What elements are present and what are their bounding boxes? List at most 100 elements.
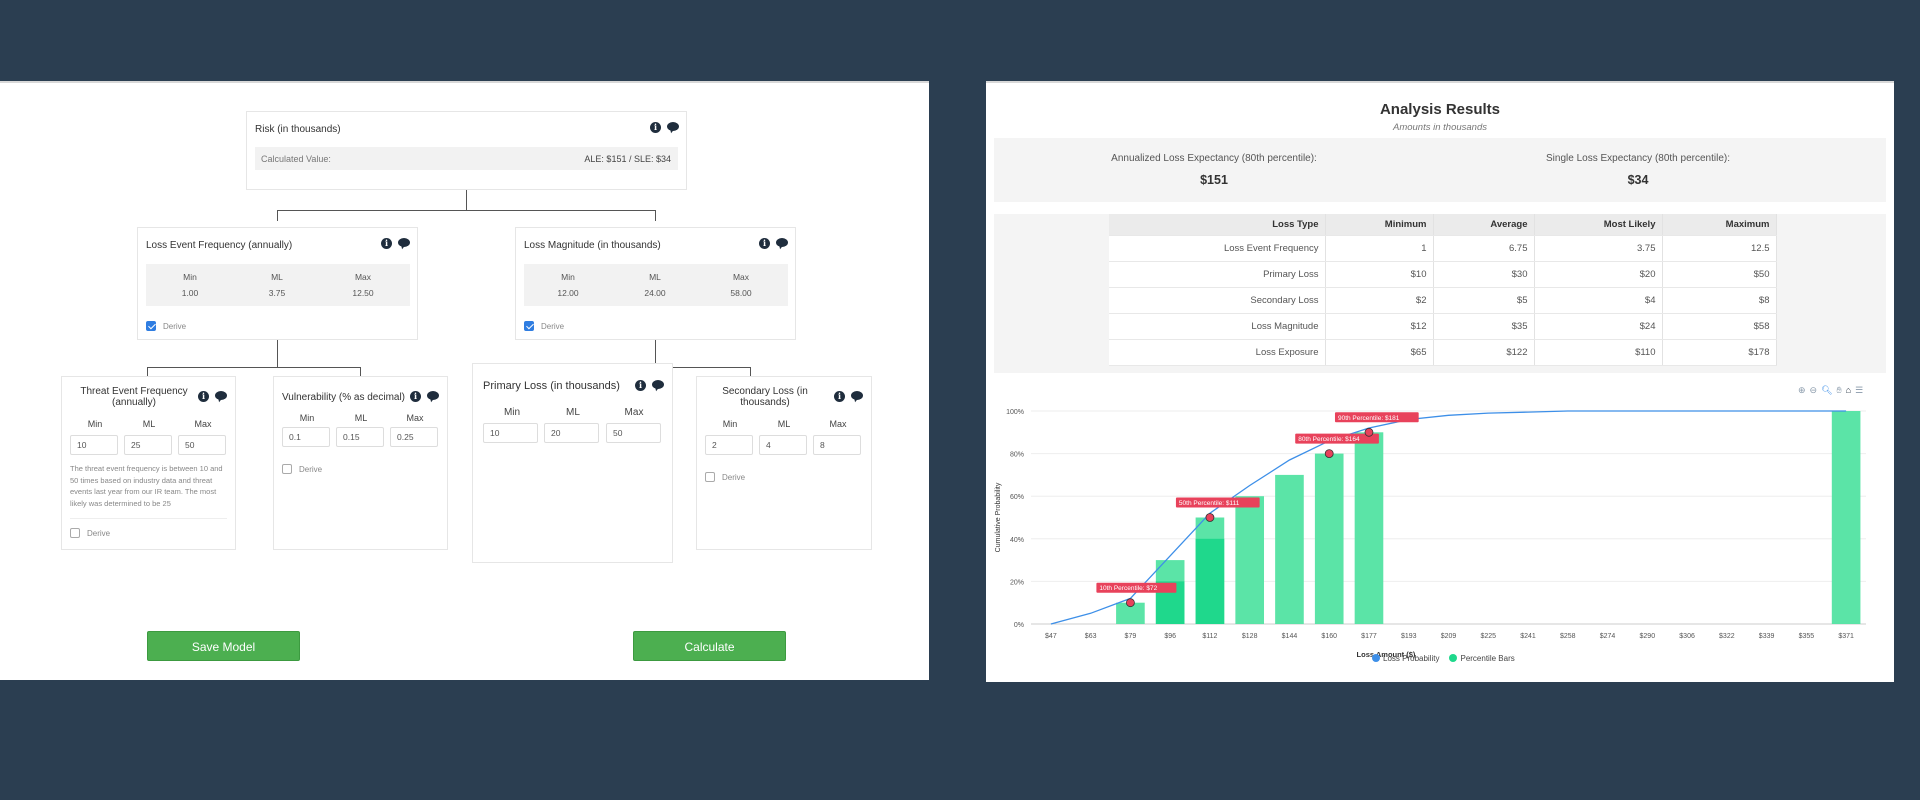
min-header: Min <box>561 272 575 282</box>
annotation-marker <box>1205 513 1215 522</box>
annotation-marker <box>1126 598 1135 608</box>
ml-input[interactable]: 4 <box>759 435 807 455</box>
cell: $8 <box>1662 287 1777 314</box>
ml-input[interactable]: 0.15 <box>336 427 384 447</box>
zoom-in-icon[interactable]: ⊕ <box>1798 385 1806 395</box>
results-subtitle: Amounts in thousands <box>1392 122 1487 133</box>
min-header: Min <box>183 272 197 282</box>
calc-value: ALE: $151 / SLE: $34 <box>584 154 671 164</box>
cell: Loss Event Frequency <box>1109 235 1326 262</box>
cell: $10 <box>1325 261 1434 288</box>
info-icon[interactable]: i <box>635 380 646 391</box>
lef-card: Loss Event Frequency (annually) i Min ML… <box>137 227 418 340</box>
x-tick-label: $274 <box>1600 633 1616 640</box>
loss-chart: 0% 20% 40% 60% 80% 100% $47 $63 $79 $96 $112 $128 $1… <box>995 409 1866 659</box>
results-panel: Analysis Results Amounts in thousands An… <box>986 81 1894 682</box>
save-model-button[interactable]: Save Model <box>147 631 300 661</box>
info-icon[interactable]: i <box>381 238 392 249</box>
x-tick-label: $225 <box>1480 633 1496 640</box>
legend-item-percentile-bars[interactable]: Percentile Bars <box>1449 654 1515 663</box>
min-input[interactable]: 10 <box>70 435 118 455</box>
ml-input[interactable]: 20 <box>544 423 599 443</box>
selection-zoom-icon[interactable]: 🔍︎ <box>1821 385 1833 395</box>
x-tick-label: $96 <box>1164 633 1176 640</box>
min-label: Min <box>299 413 315 423</box>
cell: $30 <box>1433 261 1535 288</box>
y-tick-label: 40% <box>1010 537 1024 544</box>
x-tick-label: $258 <box>1560 633 1576 640</box>
summary-box: Annualized Loss Expectancy (80th percent… <box>994 138 1886 202</box>
max-input[interactable]: 50 <box>178 435 226 455</box>
x-axis-label: Loss Amount ($) <box>1357 650 1416 659</box>
max-input[interactable]: 0.25 <box>390 427 438 447</box>
table-row: Loss Magnitude $12 $35 $24 $58 <box>1109 313 1777 340</box>
annotation-label: 10th Percentile: $72 <box>1099 585 1157 592</box>
calculate-button[interactable]: Calculate <box>633 631 786 661</box>
cell: Loss Magnitude <box>1109 313 1326 340</box>
min-value: 12.00 <box>557 288 579 298</box>
comment-icon[interactable] <box>667 122 679 133</box>
calculated-value-box: Calculated Value: ALE: $151 / SLE: $34 <box>255 147 678 170</box>
y-tick-label: 100% <box>1006 409 1024 416</box>
derive-checkbox[interactable] <box>146 321 156 331</box>
max-label: Max <box>624 407 644 418</box>
derive-label: Derive <box>87 528 111 538</box>
min-input[interactable]: 10 <box>483 423 538 443</box>
col-header: Average <box>1433 214 1535 236</box>
x-tick-label: $322 <box>1719 633 1735 640</box>
info-icon[interactable]: i <box>198 391 209 402</box>
menu-icon[interactable]: ☰ <box>1855 385 1864 395</box>
max-input[interactable]: 50 <box>606 423 661 443</box>
derive-checkbox[interactable] <box>524 321 534 331</box>
max-input[interactable]: 8 <box>813 435 861 455</box>
col-header: Loss Type <box>1109 214 1326 236</box>
legend-item-loss-probability[interactable]: Loss Probability <box>1372 654 1439 663</box>
derive-checkbox[interactable] <box>282 464 292 474</box>
derive-checkbox[interactable] <box>70 528 80 538</box>
x-tick-label: $79 <box>1125 633 1137 640</box>
lm-card: Loss Magnitude (in thousands) i Min ML M… <box>515 227 796 340</box>
comment-icon[interactable] <box>652 380 664 391</box>
ml-label: ML <box>566 407 580 418</box>
max-header: Max <box>732 272 750 282</box>
comment-icon[interactable] <box>215 391 227 402</box>
legend-label: Loss Probability <box>1383 654 1440 663</box>
home-icon[interactable]: ⌂ <box>1845 385 1852 395</box>
lm-title: Loss Magnitude (in thousands) <box>524 240 661 251</box>
ml-label: ML <box>142 419 156 429</box>
min-input[interactable]: 2 <box>705 435 753 455</box>
comment-icon[interactable] <box>776 238 788 249</box>
col-header: Maximum <box>1662 214 1777 236</box>
info-icon[interactable]: i <box>410 391 421 402</box>
x-tick-label: $160 <box>1321 633 1337 640</box>
max-label: Max <box>829 419 847 429</box>
comment-icon[interactable] <box>851 391 863 402</box>
derive-checkbox[interactable] <box>705 472 715 482</box>
annotation-label-bg <box>1334 412 1419 423</box>
info-icon[interactable]: i <box>650 122 661 133</box>
primary-loss-card: Primary Loss (in thousands) i Min ML Max… <box>472 363 673 563</box>
table-row: Primary Loss $10 $30 $20 $50 <box>1109 261 1777 288</box>
cell: $4 <box>1534 287 1663 314</box>
cell: Secondary Loss <box>1109 287 1326 314</box>
pl-title: Primary Loss (in thousands) <box>483 380 620 392</box>
results-title: Analysis Results <box>1379 101 1501 118</box>
pan-icon[interactable]: ✋︎ <box>1836 385 1842 395</box>
comment-icon[interactable] <box>398 238 410 249</box>
info-icon[interactable]: i <box>759 238 770 249</box>
cell: $35 <box>1433 313 1535 340</box>
x-tick-label: $355 <box>1799 633 1815 640</box>
min-input[interactable]: 0.1 <box>282 427 330 447</box>
annotation-label-bg <box>1295 433 1379 444</box>
cell: $5 <box>1433 287 1535 314</box>
comment-icon[interactable] <box>427 391 439 402</box>
percentile-bar <box>1831 411 1861 624</box>
cell: 1 <box>1325 235 1434 262</box>
x-tick-label: $47 <box>1045 633 1057 640</box>
info-icon[interactable]: i <box>834 391 845 402</box>
zoom-out-icon[interactable]: ⊖ <box>1809 385 1818 395</box>
ml-input[interactable]: 25 <box>124 435 172 455</box>
cell: Loss Exposure <box>1109 339 1326 366</box>
cell: $2 <box>1325 287 1434 314</box>
x-tick-label: $144 <box>1282 633 1298 640</box>
